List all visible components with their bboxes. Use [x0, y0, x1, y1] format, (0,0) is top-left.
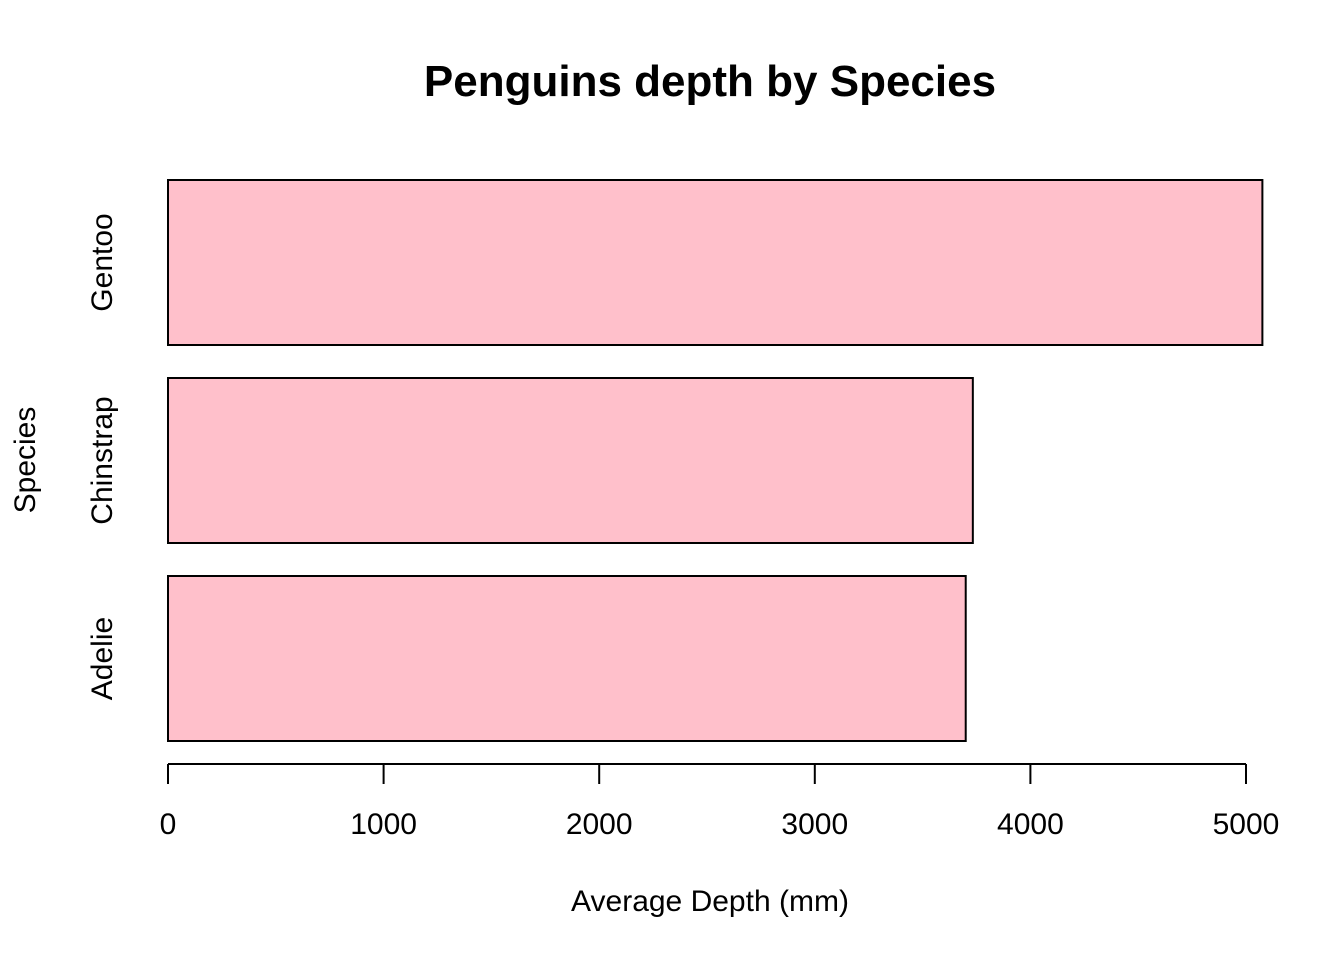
bars-group	[167, 179, 1264, 742]
bar-chinstrap	[167, 377, 974, 544]
y-axis-label: Species	[9, 407, 42, 514]
bar-gentoo	[167, 179, 1264, 346]
bar-adelie	[167, 575, 967, 742]
x-tick-label: 4000	[997, 808, 1064, 841]
x-tick-label: 1000	[350, 808, 417, 841]
y-tick-label-gentoo: Gentoo	[86, 213, 119, 311]
y-tick-label-chinstrap: Chinstrap	[86, 396, 119, 524]
x-tick-label: 5000	[1213, 808, 1280, 841]
x-tick-label: 2000	[566, 808, 633, 841]
x-tick-label: 0	[160, 808, 177, 841]
x-tick-label: 3000	[781, 808, 848, 841]
x-axis: 0 1000 2000 3000 4000 5000	[160, 763, 1280, 841]
x-axis-label: Average Depth (mm)	[571, 885, 849, 918]
chart-title: Penguins depth by Species	[424, 57, 996, 106]
y-tick-label-adelie: Adelie	[86, 617, 119, 700]
y-tick-labels: Adelie Chinstrap Gentoo	[86, 213, 119, 700]
